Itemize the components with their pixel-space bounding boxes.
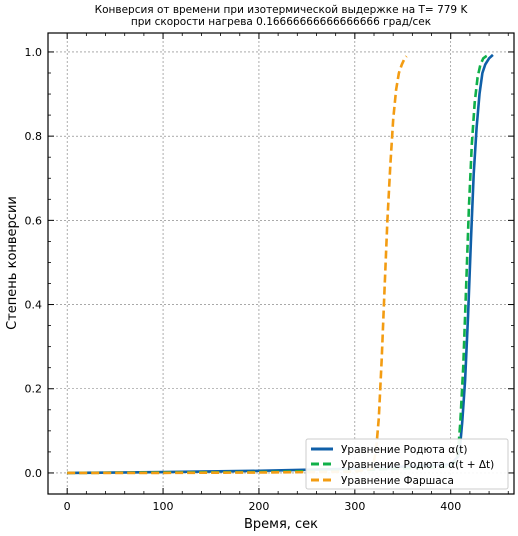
x-tick-label: 200 (248, 500, 269, 513)
plot-frame (47, 32, 515, 495)
chart-title-line-1: Конверсия от времени при изотермической … (95, 4, 469, 16)
y-tick-label: 0.0 (25, 467, 43, 480)
legend-label-rodyut-shift: Уравнение Родюта α(t + Δt) (341, 459, 494, 471)
x-tick-label: 100 (153, 500, 174, 513)
plot-background (48, 33, 514, 494)
y-tick-label: 1.0 (25, 46, 43, 59)
x-tick-label: 400 (440, 500, 461, 513)
ticks: 0 100 200 300 400 0.0 0.2 0.4 0.6 0.8 1.0 (25, 33, 514, 513)
legend-label-farshas: Уравнение Фаршаса (341, 475, 454, 487)
y-tick-label: 0.6 (25, 214, 43, 227)
x-axis-label: Время, сек (244, 517, 318, 532)
chart-title-line-2: при скорости нагрева 0.16666666666666666… (131, 16, 431, 28)
y-tick-label: 0.4 (25, 299, 43, 312)
legend-label-rodyut: Уравнение Родюта α(t) (341, 444, 467, 456)
y-tick-label: 0.2 (25, 383, 43, 396)
x-tick-label: 0 (64, 500, 71, 513)
x-tick-label: 300 (344, 500, 365, 513)
grid (48, 33, 514, 494)
legend-box (305, 438, 509, 490)
y-axis-label: Степень конверсии (5, 196, 20, 330)
legend: Уравнение Родюта α(t) Уравнение Родюта α… (305, 438, 509, 490)
y-tick-label: 0.8 (25, 130, 43, 143)
